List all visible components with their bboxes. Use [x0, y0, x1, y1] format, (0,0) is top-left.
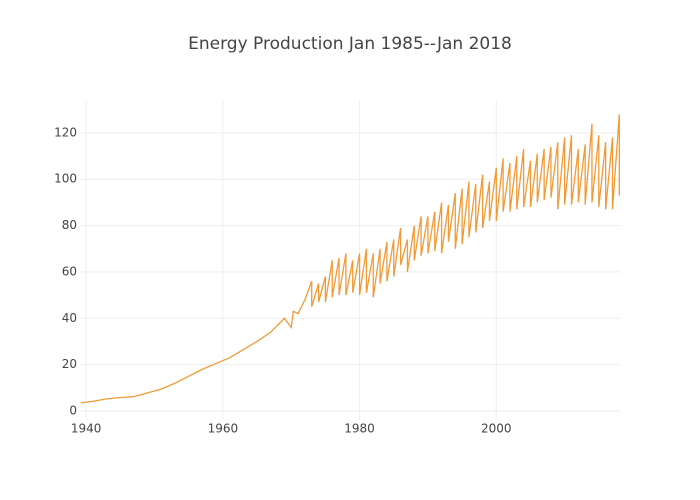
y-tick-label: 0 — [69, 403, 77, 417]
y-tick-label: 20 — [62, 357, 77, 371]
data-line — [80, 114, 620, 404]
y-tick-label: 60 — [62, 264, 77, 278]
x-tick-label: 2000 — [481, 422, 512, 436]
x-tick-label: 1940 — [71, 422, 102, 436]
chart-title: Energy Production Jan 1985--Jan 2018 — [188, 34, 512, 54]
x-tick-label: 1960 — [208, 422, 239, 436]
y-tick-label: 100 — [54, 172, 77, 186]
y-tick-label: 40 — [62, 311, 77, 325]
x-tick-label: 1980 — [344, 422, 375, 436]
y-tick-label: 120 — [54, 125, 77, 139]
y-tick-label: 80 — [62, 218, 77, 232]
